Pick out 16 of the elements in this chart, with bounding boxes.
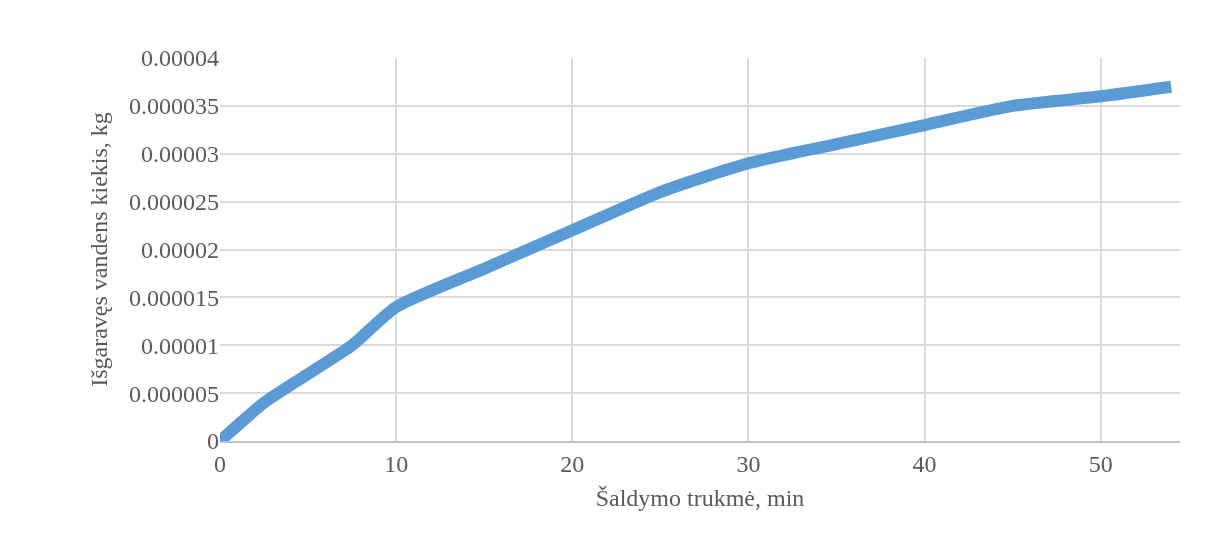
y-tick-label: 0.000025 [129,189,219,216]
y-tick-label: 0.00001 [141,332,219,359]
y-tick-label: 0.00004 [141,45,219,72]
y-tick-label: 0.000005 [129,380,219,407]
y-tick-label: 0.00002 [141,236,219,263]
y-tick-label: 0.000035 [129,93,219,120]
y-tick-label: 0.000015 [129,284,219,311]
y-tick-label: 0 [207,428,219,455]
x-tick-label: 30 [736,450,761,477]
x-axis-title: Šaldymo trukmė, min [595,485,805,512]
x-tick-label: 20 [560,450,585,477]
x-tick-label: 50 [1088,450,1113,477]
y-axis-title: Išgaravęs vandens kiekis, kg [86,112,113,387]
y-tick-label: 0.00003 [141,141,219,168]
x-tick-label: 10 [384,450,409,477]
x-tick-label: 40 [912,450,937,477]
